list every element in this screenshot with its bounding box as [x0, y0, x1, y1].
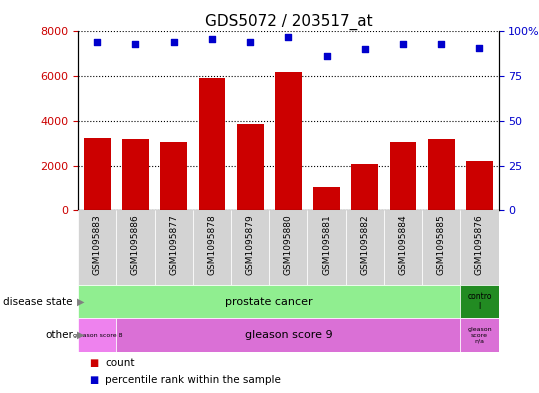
Bar	[116, 210, 155, 285]
Text: disease state: disease state	[3, 297, 73, 307]
Text: other: other	[45, 330, 73, 340]
Point	[169, 39, 178, 45]
Bar	[122, 139, 149, 210]
Bar	[460, 318, 499, 352]
Bar	[231, 210, 270, 285]
Text: GSM1095882: GSM1095882	[360, 214, 369, 275]
Text: ■: ■	[89, 375, 98, 385]
Text: count: count	[105, 358, 135, 367]
Text: gleason score 8: gleason score 8	[73, 332, 122, 338]
Bar	[466, 161, 493, 210]
Text: GSM1095879: GSM1095879	[246, 214, 254, 275]
Bar	[390, 142, 417, 210]
Point	[246, 39, 254, 45]
Text: GSM1095884: GSM1095884	[398, 214, 407, 275]
Bar	[78, 318, 116, 352]
Text: GSM1095885: GSM1095885	[437, 214, 446, 275]
Text: GSM1095880: GSM1095880	[284, 214, 293, 275]
Point	[208, 35, 216, 42]
Text: GSM1095883: GSM1095883	[93, 214, 102, 275]
Point	[284, 34, 293, 40]
Bar	[160, 142, 187, 210]
Bar	[275, 72, 302, 210]
Bar	[384, 210, 422, 285]
Text: GSM1095876: GSM1095876	[475, 214, 484, 275]
Bar	[78, 210, 116, 285]
Text: contro
l: contro l	[467, 292, 492, 311]
Bar	[313, 187, 340, 210]
Text: GSM1095886: GSM1095886	[131, 214, 140, 275]
Bar	[193, 210, 231, 285]
Point	[93, 39, 101, 45]
Bar	[345, 210, 384, 285]
Text: GSM1095878: GSM1095878	[208, 214, 217, 275]
Bar	[116, 318, 460, 352]
Point	[361, 46, 369, 52]
Text: ▶: ▶	[77, 297, 84, 307]
Point	[399, 41, 407, 47]
Text: GSM1095877: GSM1095877	[169, 214, 178, 275]
Bar	[270, 210, 307, 285]
Text: percentile rank within the sample: percentile rank within the sample	[105, 375, 281, 385]
Bar	[460, 285, 499, 318]
Title: GDS5072 / 203517_at: GDS5072 / 203517_at	[205, 14, 372, 30]
Bar	[307, 210, 345, 285]
Bar	[155, 210, 193, 285]
Point	[322, 53, 331, 60]
Text: GSM1095881: GSM1095881	[322, 214, 331, 275]
Text: prostate cancer: prostate cancer	[225, 297, 313, 307]
Bar	[428, 139, 454, 210]
Text: gleason score 9: gleason score 9	[245, 330, 332, 340]
Point	[475, 44, 484, 51]
Text: ▶: ▶	[77, 330, 84, 340]
Bar	[351, 164, 378, 210]
Text: gleason
score
n/a: gleason score n/a	[467, 327, 492, 343]
Bar	[237, 124, 264, 210]
Point	[131, 41, 140, 47]
Bar	[198, 78, 225, 210]
Bar	[84, 138, 110, 210]
Bar	[422, 210, 460, 285]
Point	[437, 41, 446, 47]
Bar	[460, 210, 499, 285]
Text: ■: ■	[89, 358, 98, 367]
